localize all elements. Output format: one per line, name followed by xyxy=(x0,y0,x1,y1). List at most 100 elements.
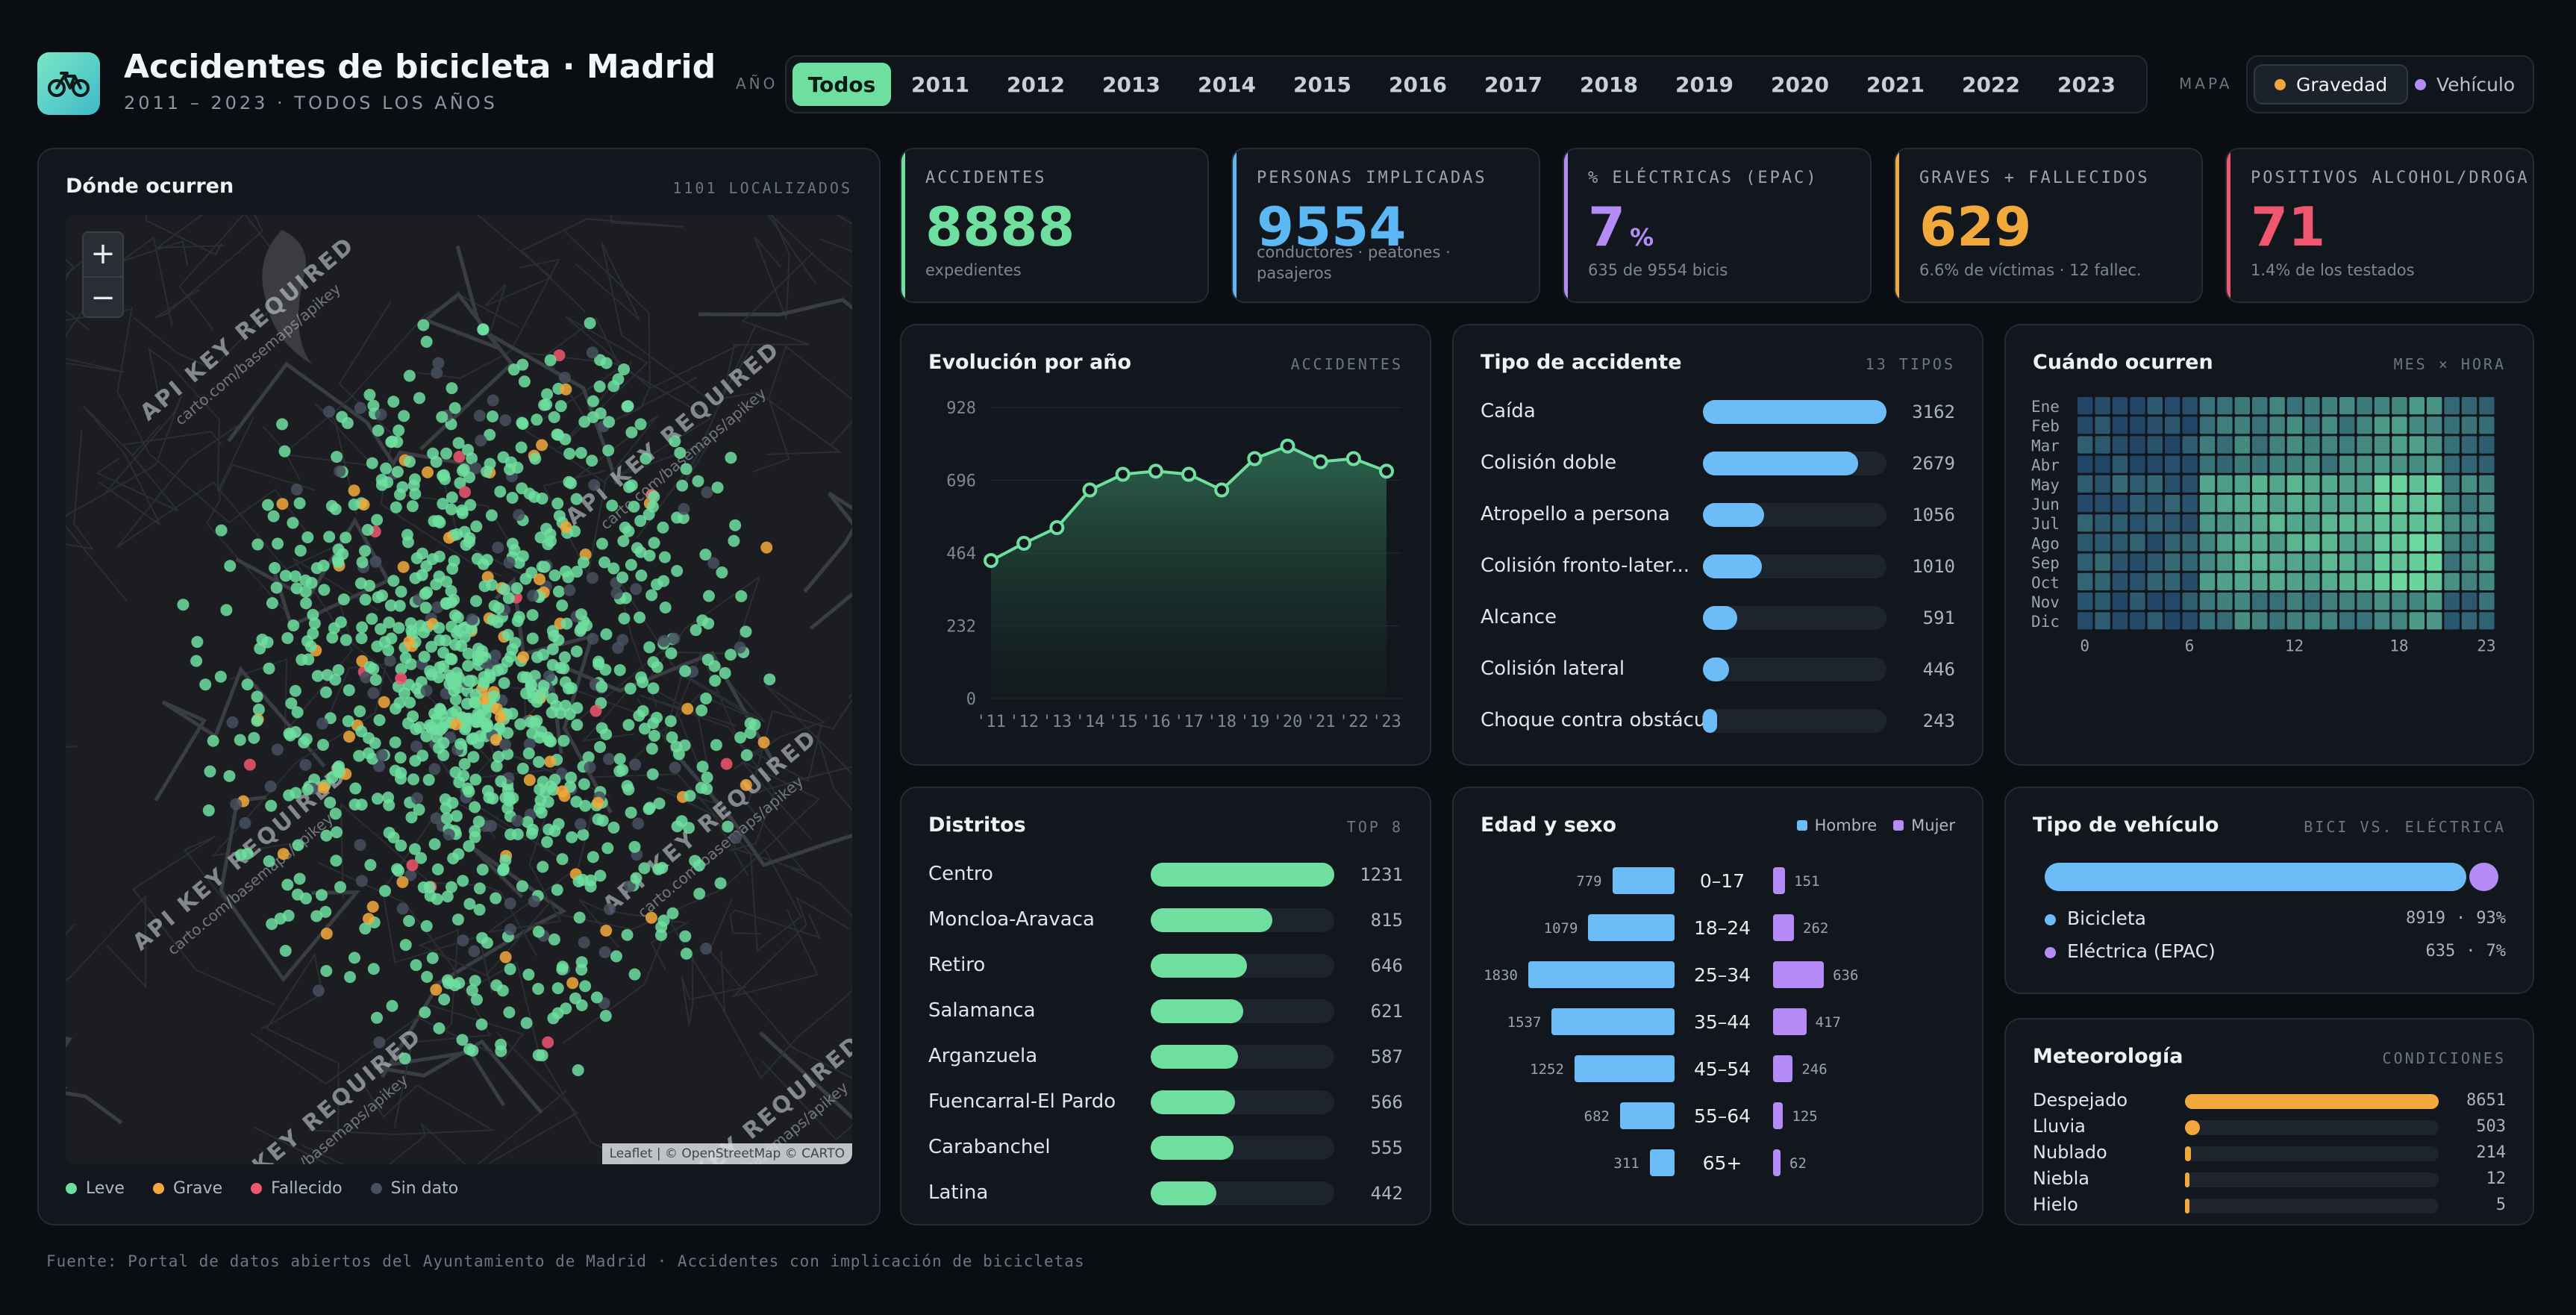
accident-point xyxy=(366,613,378,625)
year-button-2022[interactable]: 2022 xyxy=(1962,72,2020,97)
heatmap-cell xyxy=(2217,514,2233,532)
year-button-2020[interactable]: 2020 xyxy=(1771,72,1829,97)
vehicle-count: 8919 xyxy=(2406,909,2445,928)
heatmap-cell xyxy=(2374,455,2390,473)
year-button-2016[interactable]: 2016 xyxy=(1389,72,1447,97)
accident-point xyxy=(504,923,516,936)
accident-point xyxy=(504,963,516,975)
accident-point xyxy=(430,578,443,591)
accident-point xyxy=(449,693,462,706)
accident-point xyxy=(463,535,475,548)
vehicle-segment xyxy=(2469,863,2498,891)
accident-point xyxy=(622,525,635,537)
heatmap-cell xyxy=(2479,436,2495,454)
accident-point xyxy=(522,747,535,760)
districts-bar xyxy=(1151,1181,1217,1205)
accident-point xyxy=(554,707,567,719)
accident-point xyxy=(261,499,274,511)
heatmap-month-label: Abr xyxy=(2031,457,2060,475)
year-button-2011[interactable]: 2011 xyxy=(911,72,969,97)
accident-point xyxy=(548,629,560,642)
heatmap-cell xyxy=(2357,593,2372,610)
accident-point xyxy=(420,335,433,348)
year-button-todos[interactable]: Todos xyxy=(793,63,891,106)
accident-point xyxy=(458,631,471,643)
accident-point xyxy=(592,813,604,825)
age-label: 25–34 xyxy=(1693,964,1751,986)
road xyxy=(66,395,183,602)
accident-point xyxy=(409,755,422,767)
accident-point xyxy=(494,485,507,498)
districts-bar xyxy=(1151,908,1272,932)
accident-point xyxy=(647,682,660,695)
accident-point xyxy=(266,597,278,610)
accident-point xyxy=(734,731,747,744)
districts-row: Moncloa-Aravaca 815 xyxy=(901,905,1430,935)
accident-point xyxy=(478,580,491,593)
accident-point xyxy=(220,604,233,616)
female-value: 62 xyxy=(1789,1155,1807,1172)
map-canvas[interactable]: API KEY REQUIRED carto.com/basemaps/apike… xyxy=(66,215,852,1164)
year-button-2021[interactable]: 2021 xyxy=(1866,72,1925,97)
types-track xyxy=(1703,555,1886,578)
kpi-card-2: % ELÉCTRICAS (EPAC) 7% 635 de 9554 bicis xyxy=(1563,148,1872,303)
heatmap-cell xyxy=(2392,514,2407,532)
age-group-row: 1830 25–34 636 xyxy=(1454,960,1982,990)
accident-point xyxy=(440,447,453,460)
accident-point xyxy=(635,569,648,582)
vehicle-value: 635 · 7% xyxy=(2426,942,2507,961)
year-button-2013[interactable]: 2013 xyxy=(1102,72,1160,97)
map-mode-vehiculo[interactable]: Vehículo xyxy=(2395,64,2534,104)
accident-point xyxy=(269,562,281,575)
accident-point xyxy=(291,706,304,719)
accident-point xyxy=(495,775,507,787)
types-bar xyxy=(1703,658,1729,681)
heatmap-cell xyxy=(2147,612,2163,630)
accident-point xyxy=(433,622,446,634)
kpi-number: 8888 xyxy=(925,196,1075,258)
heatmap-cell xyxy=(2357,436,2372,454)
zoom-out-button[interactable]: − xyxy=(84,276,122,318)
heatmap-hour-label: 12 xyxy=(2285,637,2304,655)
heatmap-cell xyxy=(2234,436,2250,454)
year-button-2014[interactable]: 2014 xyxy=(1198,72,1256,97)
accident-point xyxy=(393,488,406,501)
weather-label: Despejado xyxy=(2033,1090,2128,1111)
heatmap-cell xyxy=(2357,416,2372,434)
map-card: Dónde ocurren 1101 LOCALIZADOS API KEY R… xyxy=(37,148,881,1225)
map-attribution[interactable]: Leaflet | © OpenStreetMap © CARTO xyxy=(601,1143,852,1164)
accident-point xyxy=(437,498,449,510)
year-button-2015[interactable]: 2015 xyxy=(1293,72,1351,97)
districts-value: 815 xyxy=(1370,910,1403,931)
heatmap-cell xyxy=(2304,475,2320,493)
year-button-2023[interactable]: 2023 xyxy=(2057,72,2116,97)
accident-point xyxy=(320,829,333,842)
weather-bar xyxy=(2185,1120,2200,1135)
accident-point xyxy=(503,1006,516,1019)
accident-point xyxy=(470,595,483,607)
heatmap-cell xyxy=(2095,455,2110,473)
map-mode-gravedad[interactable]: Gravedad xyxy=(2254,64,2409,104)
heatmap-cell xyxy=(2078,572,2093,590)
male-value: 311 xyxy=(1613,1155,1639,1172)
accident-point xyxy=(577,556,590,569)
x-tick-label: '20 xyxy=(1273,713,1303,731)
accident-point xyxy=(405,811,418,824)
year-button-2017[interactable]: 2017 xyxy=(1484,72,1542,97)
heatmap-cell xyxy=(2130,475,2145,493)
accident-point xyxy=(725,452,737,464)
heatmap-cell xyxy=(2357,514,2372,532)
accident-point xyxy=(546,693,559,705)
accident-point xyxy=(462,443,475,456)
types-label: Alcance xyxy=(1481,606,1557,628)
zoom-in-button[interactable]: + xyxy=(90,237,116,271)
heatmap-cell xyxy=(2112,436,2128,454)
heatmap-cell xyxy=(2392,612,2407,630)
types-row: Colisión fronto-later... 1010 xyxy=(1454,552,1982,581)
accident-point xyxy=(385,632,398,645)
year-button-2012[interactable]: 2012 xyxy=(1007,72,1065,97)
accident-point xyxy=(321,669,334,681)
heatmap-cell xyxy=(2182,514,2198,532)
year-button-2019[interactable]: 2019 xyxy=(1675,72,1734,97)
year-button-2018[interactable]: 2018 xyxy=(1580,72,1638,97)
